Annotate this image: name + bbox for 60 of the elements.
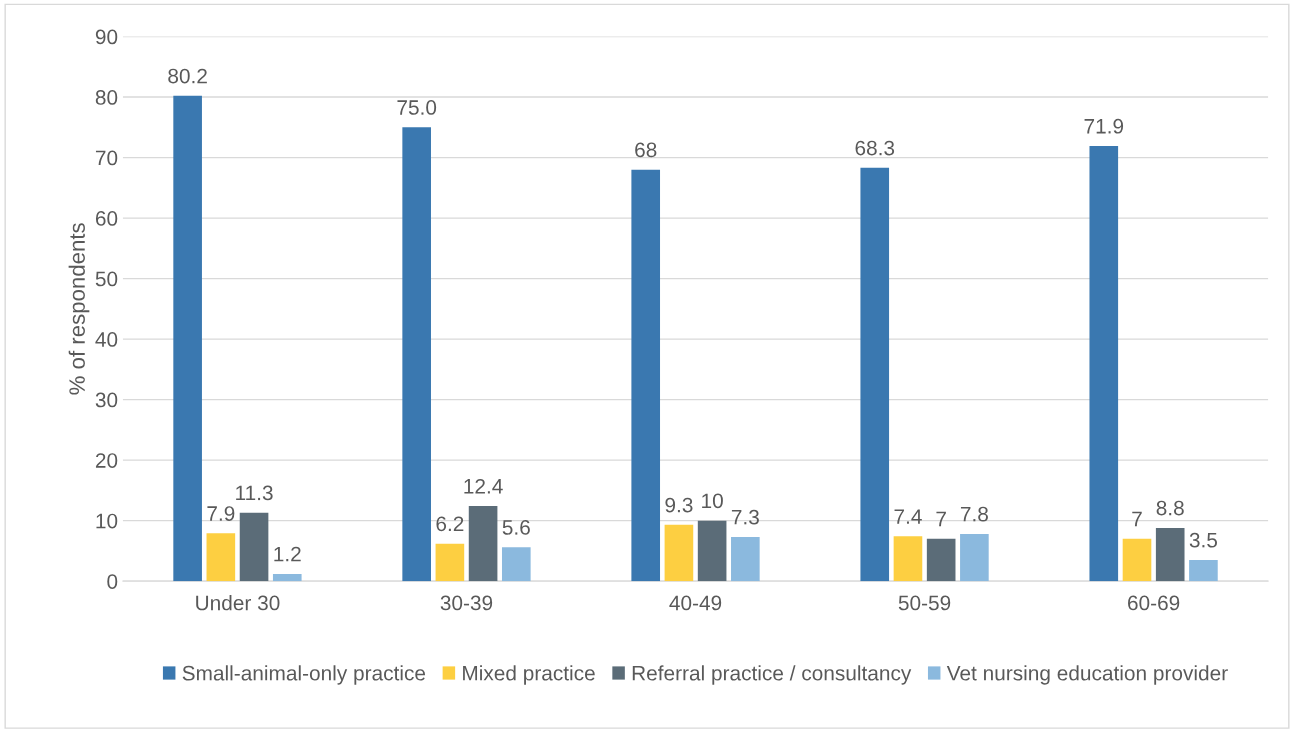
y-tick-label: 40 [95,332,118,347]
y-tick-label: 60 [95,211,118,226]
legend-label: Referral practice / consultancy [632,665,912,685]
data-label: 8.8 [1156,500,1184,516]
bar [206,533,236,582]
bar [468,506,498,582]
bar [1122,538,1152,582]
y-tick-label: 20 [95,453,118,468]
bar [272,573,302,582]
y-tick-label: 90 [95,29,118,45]
bar [501,547,531,582]
y-tick-label: 10 [96,513,118,529]
data-label: 3.5 [1189,532,1218,548]
bar [860,167,890,582]
y-tick-label: 0 [107,574,118,589]
data-label: 7.8 [960,506,988,522]
data-label: 75.0 [397,100,437,115]
data-label: 80.2 [168,68,207,84]
data-label: 11.3 [236,485,273,501]
x-tick-label: 50-59 [898,595,951,611]
legend-label: Vet nursing education provider [946,665,1228,685]
bar [1189,559,1218,582]
bar [402,127,431,582]
data-label: 68 [635,142,657,158]
y-axis-title: % of respondents [68,223,90,395]
data-label: 1.2 [274,546,301,562]
bar [239,512,269,582]
bar [893,536,923,582]
bar [664,524,694,582]
bar [697,520,727,582]
legend-label: Mixed practice [463,665,595,685]
x-tick-label: 40-49 [669,595,722,611]
y-tick-label: 50 [95,271,118,287]
data-label: 7.9 [207,506,235,521]
bar [731,536,760,582]
bar [1089,146,1119,582]
data-label: 7.3 [731,509,759,525]
bar [1155,527,1185,582]
data-label: 6.2 [436,516,464,532]
bar [173,95,202,582]
x-tick-label: 30-39 [440,595,493,611]
data-label: 68.3 [855,140,895,156]
bar [926,538,956,582]
x-tick-label: 60-69 [1128,595,1180,611]
data-label: 12.4 [464,478,503,494]
legend-label: Small-animal-only practice [182,665,426,685]
x-tick-label: Under 30 [196,595,280,611]
data-label: 7 [936,511,946,527]
bar [960,533,989,582]
data-label: 9.3 [665,497,693,513]
y-tick-label: 30 [95,392,118,408]
data-label: 7.4 [894,509,922,524]
data-label: 10 [702,493,723,509]
bar [631,169,661,582]
data-label: 71.9 [1084,118,1124,134]
data-label: 7 [1132,511,1142,527]
data-label: 5.6 [502,520,530,535]
y-tick-label: 70 [95,150,118,166]
bar [435,543,465,582]
y-tick-label: 80 [95,90,118,105]
